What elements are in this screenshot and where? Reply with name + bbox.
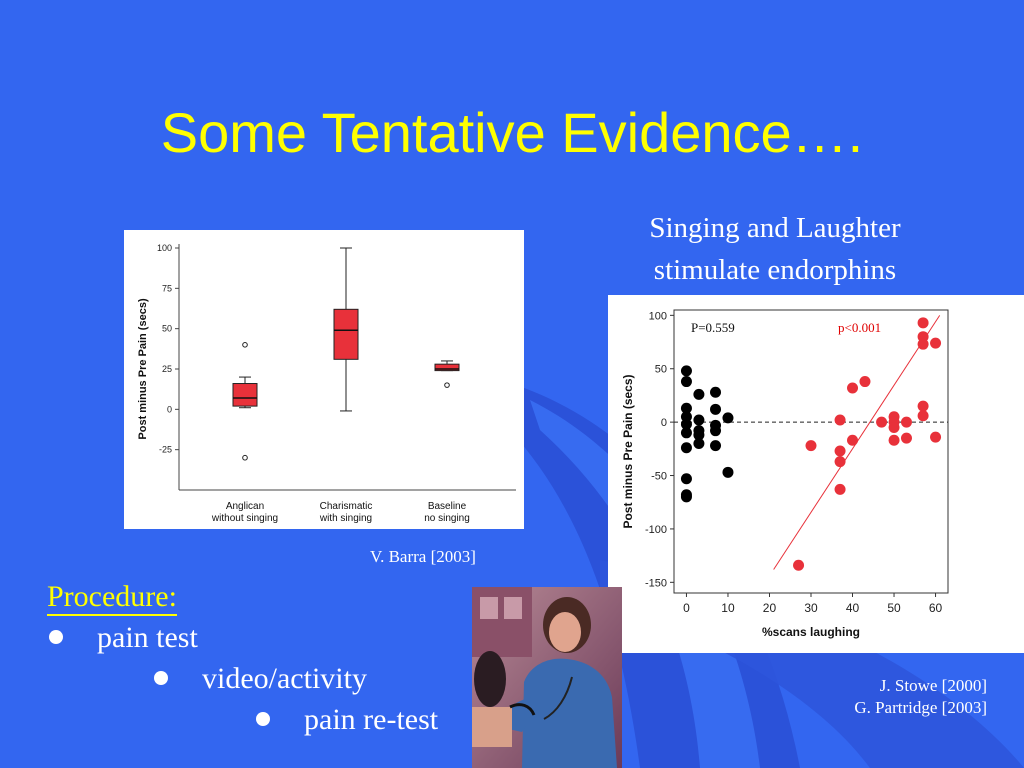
data-point-red — [888, 434, 900, 446]
data-point-red — [847, 382, 859, 394]
data-point-black — [680, 376, 692, 388]
data-point-black — [680, 442, 692, 454]
y-tick-label: 50 — [655, 364, 667, 376]
x-tick-label: 30 — [804, 601, 818, 615]
data-point-black — [693, 429, 705, 441]
x-tick-label: 60 — [929, 601, 943, 615]
category-label-line2: no singing — [424, 513, 470, 524]
box — [333, 308, 359, 360]
subtitle-line-2: stimulate endorphins — [653, 254, 897, 286]
procedure-heading: Procedure: — [47, 580, 177, 616]
data-point-red — [917, 338, 929, 350]
citation-stowe: J. Stowe [2000] — [879, 676, 987, 695]
data-point-red — [917, 410, 929, 422]
data-point-red — [876, 416, 888, 428]
data-point-black — [680, 418, 692, 430]
plot-frame — [673, 309, 949, 594]
data-point-black — [693, 388, 705, 400]
data-point-black — [693, 414, 705, 426]
slide-title: Some Tentative Evidence…. — [160, 101, 864, 164]
data-point-red — [834, 483, 846, 495]
data-point-black — [680, 491, 692, 503]
category-label-line1: Anglican — [226, 501, 264, 512]
box — [232, 383, 258, 407]
category-label-line2: with singing — [319, 513, 372, 524]
x-tick-label: 20 — [763, 601, 777, 615]
data-point-black — [710, 440, 722, 452]
data-point-red — [834, 445, 846, 457]
category-label-line1: Charismatic — [320, 501, 373, 512]
annotation-p-left: P=0.559 — [691, 320, 735, 335]
bullet-icon — [256, 712, 270, 726]
data-point-red — [793, 559, 805, 571]
y-axis-label: Post minus Pre Pain (secs) — [137, 298, 149, 440]
x-tick-label: 40 — [846, 601, 860, 615]
scatter-plot: 100 50 0 -50 -100 -150 0 10 20 30 40 50 60 %scans lau… — [621, 309, 949, 639]
data-point-red — [888, 421, 900, 433]
subtitle-line-1: Singing and Laughter — [649, 212, 901, 244]
data-point-black — [680, 402, 692, 414]
procedure-item-label: pain re-test — [304, 703, 439, 736]
data-point-red — [917, 400, 929, 412]
y-tick-label: 100 — [649, 310, 667, 322]
data-point-red — [900, 432, 912, 444]
y-tick-label: 0 — [167, 404, 172, 414]
data-point-red — [847, 434, 859, 446]
data-point-black — [722, 466, 734, 478]
procedure-item-pain-test: pain test — [49, 621, 198, 655]
data-point-red — [834, 456, 846, 468]
bullet-icon — [154, 671, 168, 685]
y-tick-label: 25 — [162, 364, 172, 374]
y-tick-label: 50 — [162, 324, 172, 334]
citation-partridge: G. Partridge [2003] — [854, 698, 987, 717]
y-tick-label: -100 — [645, 524, 667, 536]
y-tick-label: 0 — [661, 417, 667, 429]
nurse-taking-blood-pressure-photo — [472, 587, 622, 768]
data-point-black — [710, 425, 722, 437]
slide-subtitle: Singing and Laughter stimulate endorphin… — [585, 207, 965, 291]
data-point-red — [917, 317, 929, 329]
outlier-point — [444, 382, 450, 388]
y-axis-label: Post minus Pre Pain (secs) — [621, 374, 635, 528]
data-point-red — [900, 416, 912, 428]
procedure-item-label: pain test — [97, 621, 198, 654]
data-point-black — [680, 365, 692, 377]
data-point-black — [693, 437, 705, 449]
data-point-red — [805, 440, 817, 452]
data-point-red — [859, 376, 871, 388]
nurse-photo — [472, 587, 622, 768]
y-tick-label: -150 — [645, 577, 667, 589]
data-point-black — [680, 473, 692, 485]
box-plot: 100 75 50 25 0 -25 Post minus Pre Pain (secs) A… — [137, 243, 516, 524]
x-tick-label: 50 — [887, 601, 901, 615]
category-label-line1: Baseline — [428, 501, 467, 512]
procedure-item-video-activity: video/activity — [154, 662, 367, 696]
data-point-red — [930, 337, 942, 349]
procedure-item-pain-retest: pain re-test — [256, 703, 439, 737]
y-tick-label: 75 — [162, 283, 172, 293]
citation-barra: V. Barra [2003] — [370, 547, 476, 566]
y-tick-label: 100 — [157, 243, 172, 253]
outlier-point — [242, 342, 248, 348]
outlier-point — [242, 454, 248, 461]
x-axis-label: %scans laughing — [762, 625, 860, 639]
x-tick-label: 10 — [721, 601, 735, 615]
x-tick-label: 0 — [683, 601, 690, 615]
data-point-red — [834, 414, 846, 426]
bullet-icon — [49, 630, 63, 644]
scatter-plot-panel: 100 50 0 -50 -100 -150 0 10 20 30 40 50 60 %scans lau… — [608, 295, 1024, 653]
data-point-black — [710, 386, 722, 398]
citation-stowe-partridge: J. Stowe [2000] G. Partridge [2003] — [854, 675, 987, 719]
data-point-black — [680, 427, 692, 439]
data-point-black — [710, 403, 722, 415]
annotation-p-right: p<0.001 — [838, 320, 881, 335]
box-plot-panel: 100 75 50 25 0 -25 Post minus Pre Pain (secs) A… — [124, 230, 524, 529]
data-point-black — [722, 412, 734, 424]
data-point-red — [930, 431, 942, 443]
y-tick-label: -25 — [159, 445, 172, 455]
y-tick-label: -50 — [651, 471, 667, 483]
procedure-item-label: video/activity — [202, 662, 367, 695]
box — [434, 363, 460, 372]
category-label-line2: without singing — [211, 513, 278, 524]
